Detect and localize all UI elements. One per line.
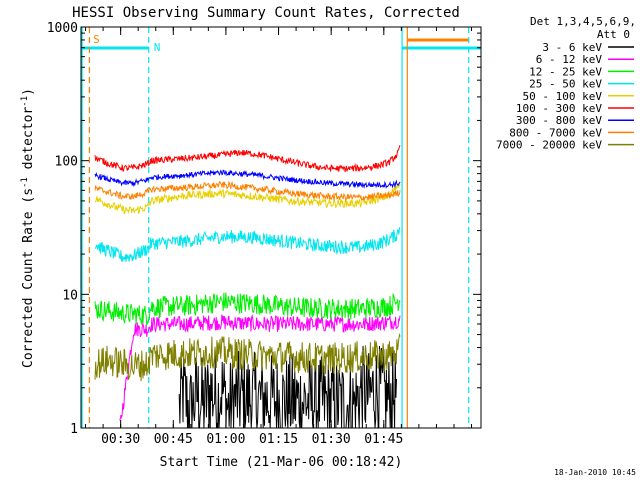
flag-label-s: S xyxy=(93,33,100,46)
x-tick-label: 00:45 xyxy=(154,432,193,447)
x-tick-label: 01:30 xyxy=(312,432,351,447)
legend-label: 25 - 50 keV xyxy=(529,78,602,91)
x-tick-label: 01:15 xyxy=(259,432,298,447)
instrument-flags: SN xyxy=(81,27,481,428)
flag-label-n: N xyxy=(154,41,161,54)
series-line xyxy=(119,313,401,421)
chart-title: HESSI Observing Summary Count Rates, Cor… xyxy=(72,5,460,21)
render-timestamp: 18-Jan-2010 10:45 xyxy=(554,468,636,477)
series-1 xyxy=(119,313,401,421)
series-line xyxy=(94,183,401,215)
series-line xyxy=(94,292,401,326)
series-line xyxy=(94,144,401,173)
series-0 xyxy=(178,345,397,429)
series-line xyxy=(94,180,401,203)
series-line xyxy=(94,226,401,262)
y-label-superscript: -1 xyxy=(20,177,30,188)
legend-label: 7000 - 20000 keV xyxy=(496,139,602,152)
y-tick-label: 100 xyxy=(55,155,78,170)
y-tick-label: 1 xyxy=(70,422,78,437)
legend-label: 300 - 800 keV xyxy=(516,114,602,127)
legend-header-attenuator: Att 0 xyxy=(597,28,630,41)
series-layer xyxy=(94,144,401,429)
series-6 xyxy=(94,169,401,189)
series-5 xyxy=(94,144,401,173)
legend-label: 800 - 7000 keV xyxy=(509,126,602,139)
series-line xyxy=(94,332,401,382)
y-tick-label: 1000 xyxy=(47,21,78,36)
y-label-part: detector xyxy=(21,107,36,178)
series-4 xyxy=(94,183,401,215)
x-tick-label: 01:45 xyxy=(364,432,403,447)
x-axis-label: Start Time (21-Mar-06 00:18:42) xyxy=(160,455,403,470)
axes: 1 10 100 1000 00:30 00:45 01:00 01:15 01:30 01:45 xyxy=(47,21,482,447)
y-axis-label: Corrected Count Rate (s-1 detector-1) xyxy=(20,88,36,368)
series-8 xyxy=(94,332,401,382)
x-tick-label: 00:30 xyxy=(101,432,140,447)
legend-label: 100 - 300 keV xyxy=(516,102,602,115)
x-tick-label: 01:00 xyxy=(206,432,245,447)
legend-label: 50 - 100 keV xyxy=(523,90,603,103)
series-7 xyxy=(94,180,401,203)
legend-header-detectors: Det 1,3,4,5,6,9, xyxy=(530,15,636,28)
plot-frame xyxy=(80,26,482,429)
y-label-part: ) xyxy=(21,88,36,96)
y-label-part: Corrected Count Rate (s xyxy=(21,188,36,368)
legend-label: 3 - 6 keV xyxy=(542,41,602,54)
y-tick-label: 10 xyxy=(62,288,78,303)
series-line xyxy=(94,169,401,189)
legend-label: 6 - 12 keV xyxy=(536,53,603,66)
series-2 xyxy=(94,292,401,326)
series-line xyxy=(178,345,397,429)
legend-label: 12 - 25 keV xyxy=(529,65,602,78)
series-3 xyxy=(94,226,401,262)
y-label-superscript: -1 xyxy=(20,96,30,107)
